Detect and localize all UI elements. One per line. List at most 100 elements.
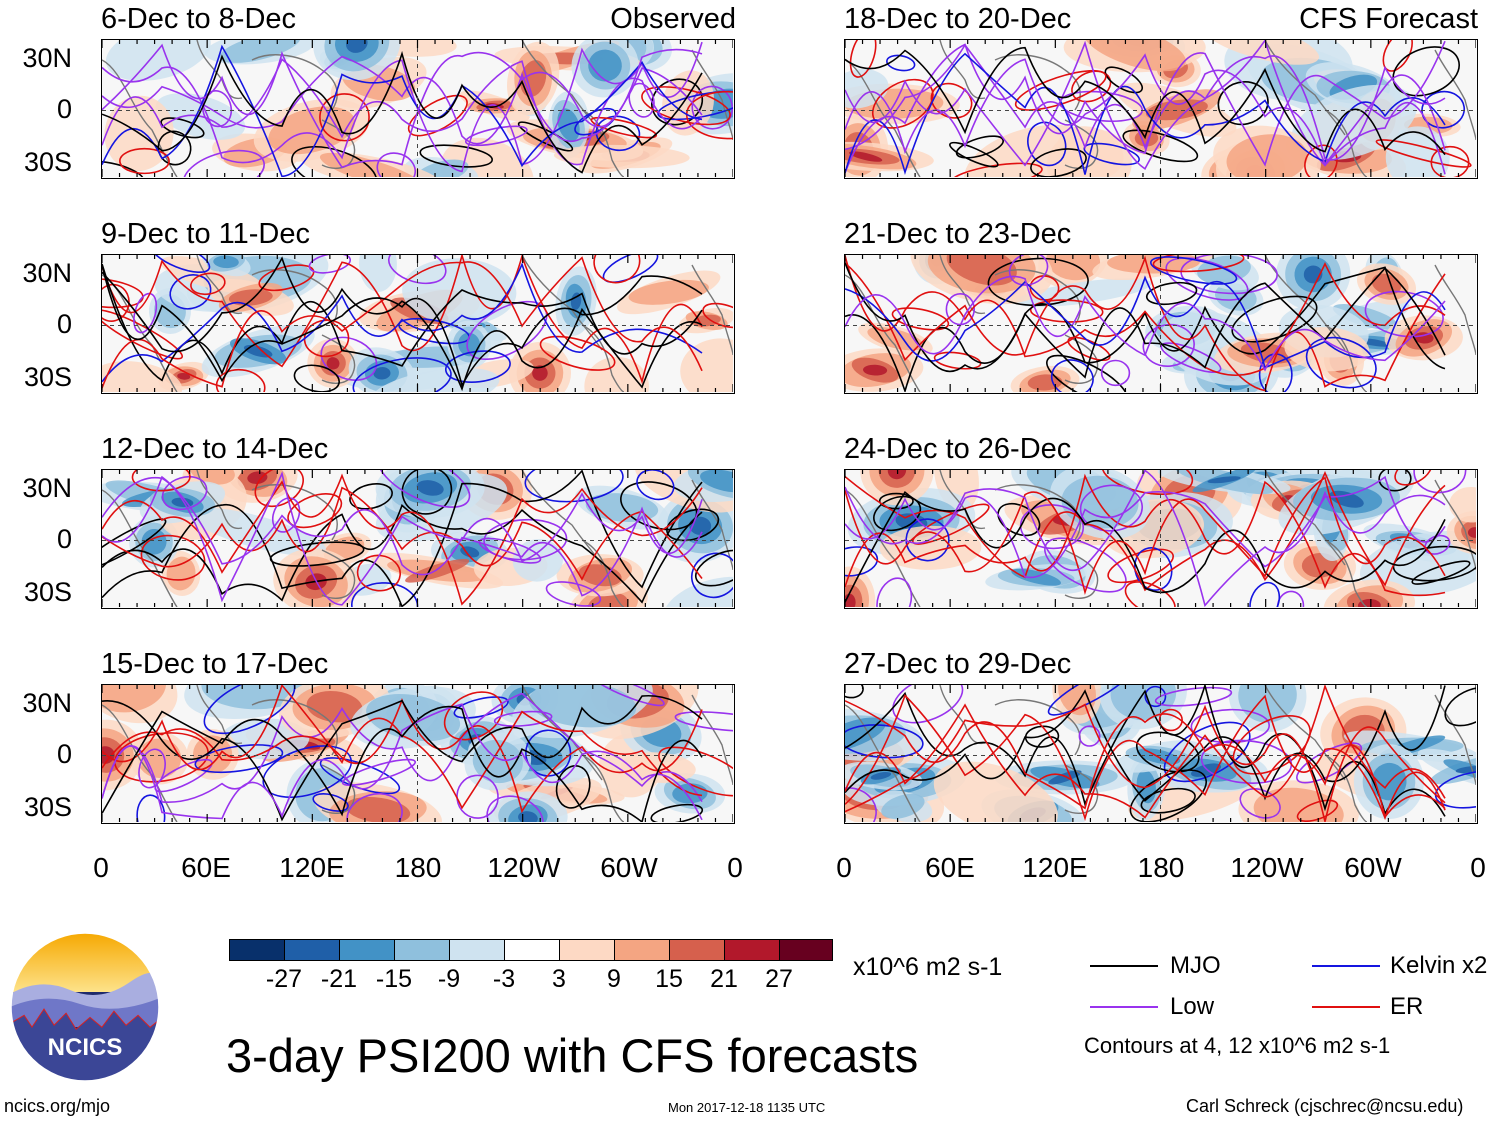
contour bbox=[666, 508, 720, 542]
contour bbox=[271, 497, 301, 533]
wave-contours bbox=[102, 685, 733, 822]
coastline bbox=[1434, 694, 1476, 786]
map-panel-4 bbox=[101, 684, 735, 824]
legend-label-mjo: MJO bbox=[1170, 952, 1221, 979]
positive-anomaly bbox=[405, 558, 470, 583]
contour bbox=[102, 55, 703, 145]
coastline bbox=[321, 334, 356, 384]
lon-ticks bbox=[845, 685, 1476, 822]
negative-anomaly bbox=[458, 332, 481, 357]
contour bbox=[419, 144, 493, 168]
colorbar-swatch bbox=[394, 939, 450, 961]
contour bbox=[1107, 548, 1174, 584]
contour bbox=[949, 141, 999, 168]
coastline bbox=[1434, 49, 1476, 141]
contour bbox=[1100, 359, 1131, 387]
contour bbox=[845, 40, 1446, 173]
contour bbox=[131, 470, 191, 492]
contour bbox=[1145, 281, 1198, 306]
map-field bbox=[102, 470, 733, 607]
contour bbox=[641, 86, 731, 126]
contour bbox=[102, 486, 703, 581]
negative-anomaly bbox=[141, 528, 167, 555]
contour bbox=[401, 470, 453, 515]
negative-anomaly bbox=[1207, 476, 1241, 484]
negative-anomaly bbox=[1214, 283, 1257, 311]
contour bbox=[1392, 46, 1460, 97]
contour bbox=[160, 117, 205, 139]
colorbar-label: -3 bbox=[492, 965, 516, 993]
contour bbox=[1124, 581, 1176, 607]
contour bbox=[102, 41, 703, 173]
map-panel-1 bbox=[101, 39, 735, 179]
contour bbox=[933, 351, 982, 370]
lon-ticks bbox=[102, 685, 733, 822]
map-field bbox=[845, 470, 1476, 607]
contour bbox=[1232, 714, 1311, 775]
positive-anomaly bbox=[345, 796, 411, 822]
negative-anomaly bbox=[1191, 763, 1222, 777]
contour bbox=[453, 696, 509, 719]
lat-30n: 30N bbox=[22, 258, 72, 288]
map-panel-2 bbox=[101, 254, 735, 394]
coastline bbox=[196, 470, 243, 530]
negative-anomaly bbox=[201, 685, 310, 710]
contour bbox=[845, 52, 1446, 175]
contour bbox=[190, 272, 226, 296]
coastline bbox=[196, 255, 243, 315]
negative-anomaly bbox=[845, 717, 886, 752]
contour bbox=[674, 711, 733, 732]
contour bbox=[876, 577, 913, 607]
contour bbox=[845, 46, 1446, 156]
lat-30s: 30S bbox=[23, 362, 72, 392]
lat-30n: 30N bbox=[22, 473, 72, 503]
footer-credit: Carl Schreck (cjschrec@ncsu.edu) bbox=[1186, 1096, 1464, 1116]
lat-eq: 0 bbox=[56, 739, 72, 769]
coastline bbox=[521, 470, 603, 566]
coastline bbox=[1064, 334, 1099, 384]
contour bbox=[1050, 359, 1094, 392]
lat-30s: 30S bbox=[23, 577, 72, 607]
contour bbox=[690, 552, 733, 599]
contour bbox=[845, 475, 1446, 579]
positive-anomaly bbox=[849, 151, 883, 162]
lon-ticks bbox=[845, 40, 1476, 177]
contour bbox=[102, 685, 703, 810]
lon-ticks bbox=[102, 40, 733, 177]
wave-contours bbox=[845, 255, 1446, 392]
contour bbox=[845, 546, 879, 577]
lat-eq: 0 bbox=[56, 94, 72, 124]
legend-swatch-er bbox=[1312, 1006, 1380, 1008]
contour bbox=[845, 490, 1446, 603]
contour bbox=[287, 493, 343, 529]
contour bbox=[349, 483, 393, 510]
coastline bbox=[581, 539, 625, 607]
contour bbox=[1083, 142, 1140, 166]
positive-anomaly bbox=[1046, 128, 1132, 177]
legend-swatch-low bbox=[1090, 1006, 1158, 1008]
contour bbox=[1140, 787, 1196, 814]
coastline bbox=[691, 479, 733, 571]
contours-note: Contours at 4, 12 x10^6 m2 s-1 bbox=[1084, 1033, 1391, 1058]
contour bbox=[1239, 788, 1281, 819]
coastline bbox=[251, 54, 338, 111]
colorbar-swatch bbox=[339, 939, 395, 961]
wave-contours bbox=[845, 40, 1472, 177]
anomaly-shading bbox=[845, 40, 1461, 177]
map-panel-6 bbox=[844, 254, 1478, 394]
contour bbox=[102, 256, 703, 389]
negative-anomaly bbox=[416, 480, 444, 496]
contour bbox=[102, 309, 184, 360]
contour bbox=[312, 792, 349, 812]
coastline bbox=[1324, 754, 1368, 822]
contour bbox=[636, 470, 675, 501]
contour bbox=[319, 93, 370, 142]
contour bbox=[845, 266, 1446, 392]
contour bbox=[102, 471, 703, 606]
contour bbox=[1030, 148, 1087, 177]
contour bbox=[102, 50, 703, 174]
coastline bbox=[581, 324, 625, 392]
coastlines bbox=[102, 470, 733, 607]
contour bbox=[293, 364, 340, 392]
map-field bbox=[845, 40, 1476, 177]
